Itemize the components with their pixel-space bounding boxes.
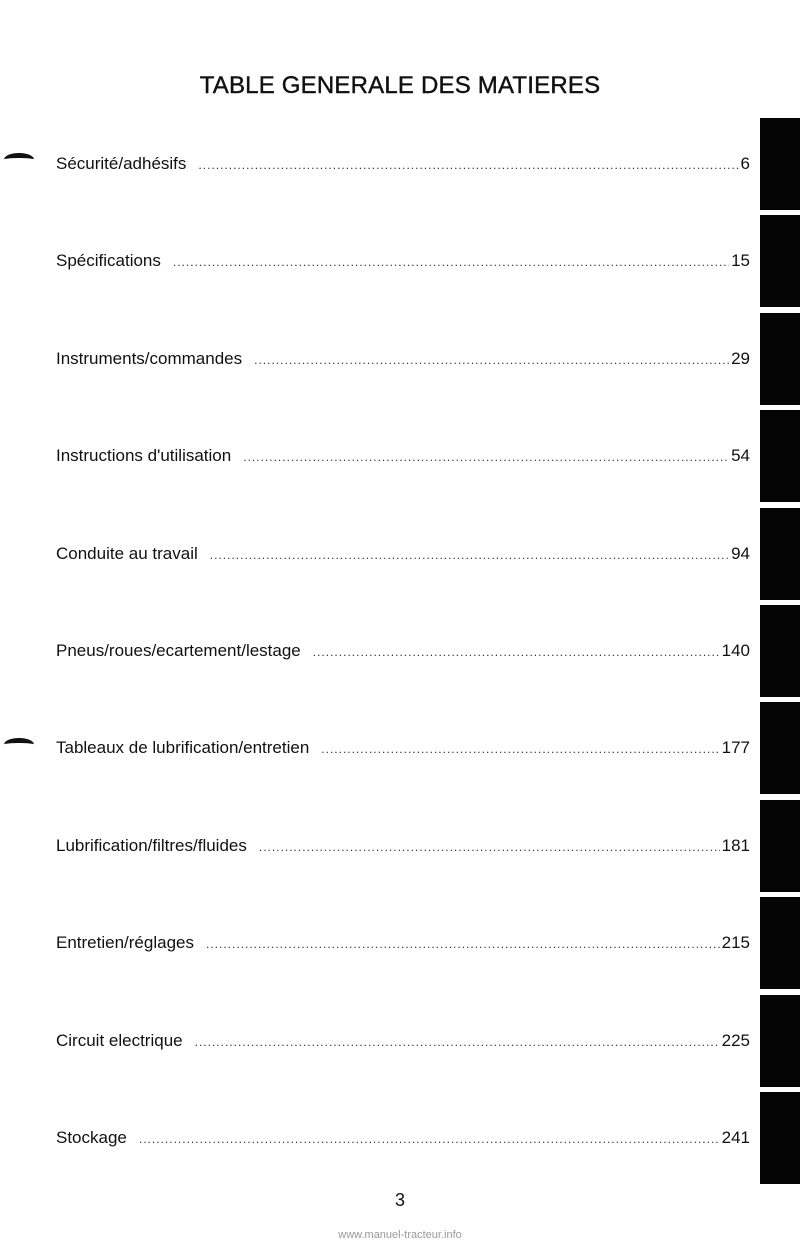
toc-entry-page: 225 xyxy=(721,1030,750,1050)
toc-entry[interactable]: Circuit electrique 225 xyxy=(56,1031,750,1055)
section-tab[interactable] xyxy=(760,994,800,1087)
dot-leader xyxy=(195,1035,720,1049)
toc-entry-label: Conduite au travail xyxy=(56,543,198,563)
binding-mark xyxy=(4,738,34,751)
toc-entry-label: Instructions d'utilisation xyxy=(56,446,232,466)
dot-leader xyxy=(259,840,720,854)
toc-entry[interactable]: Spécifications 15 xyxy=(56,251,750,275)
dot-leader xyxy=(254,353,729,367)
toc-entry-page: 140 xyxy=(721,641,750,660)
toc-entry-label: Stockage xyxy=(56,1128,127,1147)
dot-leader xyxy=(198,158,738,172)
toc-entry-label: Entretien/réglages xyxy=(56,933,194,953)
section-tab[interactable] xyxy=(760,1092,800,1184)
toc-entry-label: Spécifications xyxy=(56,251,161,271)
toc-entry[interactable]: Instruments/commandes 29 xyxy=(56,349,750,373)
toc-entry[interactable]: Tableaux de lubrification/entretien 177 xyxy=(56,738,750,762)
section-tab[interactable] xyxy=(760,312,800,405)
section-tab[interactable] xyxy=(760,215,800,308)
binding-mark xyxy=(4,153,34,166)
section-tab[interactable] xyxy=(760,799,800,892)
dot-leader xyxy=(139,1132,720,1146)
toc-entry-page: 177 xyxy=(721,738,750,758)
toc-entry[interactable]: Stockage 241 xyxy=(56,1128,750,1152)
dot-leader xyxy=(173,255,729,269)
toc-entry-label: Instruments/commandes xyxy=(56,348,243,368)
toc-entry-page: 241 xyxy=(721,1128,750,1147)
page-title: TABLE GENERALE DES MATIERES xyxy=(199,72,601,99)
section-tab[interactable] xyxy=(760,118,800,210)
toc-entry[interactable]: Sécurité/adhésifs 6 xyxy=(56,154,750,178)
section-tab[interactable] xyxy=(760,507,800,600)
toc-entry-label: Lubrification/filtres/fluides xyxy=(56,835,247,855)
toc-entry[interactable]: Conduite au travail 94 xyxy=(56,544,750,568)
dot-leader xyxy=(210,548,729,562)
dot-leader xyxy=(321,742,719,756)
section-tab[interactable] xyxy=(760,410,800,503)
section-tab[interactable] xyxy=(760,605,800,697)
toc-entry-page: 215 xyxy=(721,933,750,953)
toc-entry-label: Pneus/roues/ecartement/lestage xyxy=(56,641,301,660)
toc-entry-page: 29 xyxy=(731,348,750,368)
section-tab[interactable] xyxy=(760,702,800,795)
toc-entry-page: 15 xyxy=(731,251,750,271)
toc-entry-page: 54 xyxy=(731,446,750,466)
toc-entry-page: 94 xyxy=(731,543,750,563)
toc-entry[interactable]: Entretien/réglages 215 xyxy=(56,933,750,957)
toc-entry[interactable]: Lubrification/filtres/fluides 181 xyxy=(56,836,750,860)
footer-url: www.manuel-tracteur.info xyxy=(338,1229,462,1241)
toc-entry-label: Sécurité/adhésifs xyxy=(56,154,187,173)
dot-leader xyxy=(313,645,720,659)
dot-leader xyxy=(243,450,729,464)
toc-entry-label: Circuit electrique xyxy=(56,1030,183,1050)
dot-leader xyxy=(206,937,720,951)
page-number: 3 xyxy=(394,1190,405,1210)
toc-entry[interactable]: Instructions d'utilisation 54 xyxy=(56,446,750,470)
toc-entry-page: 181 xyxy=(721,835,750,855)
toc-entry-page: 6 xyxy=(740,154,750,173)
toc-entry[interactable]: Pneus/roues/ecartement/lestage 140 xyxy=(56,641,750,665)
section-tab[interactable] xyxy=(760,897,800,990)
toc-entry-label: Tableaux de lubrification/entretien xyxy=(56,738,310,758)
